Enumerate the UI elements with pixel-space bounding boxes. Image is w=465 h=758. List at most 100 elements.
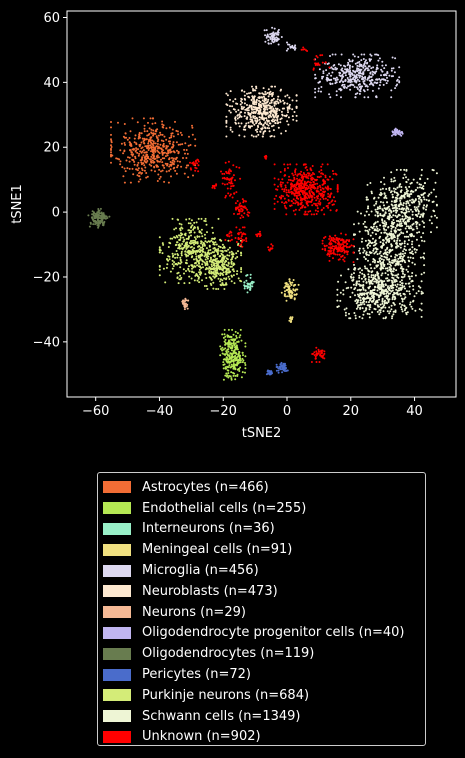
- scatter-point: [233, 270, 235, 273]
- scatter-point: [332, 252, 335, 255]
- scatter-point: [324, 235, 327, 238]
- scatter-point: [374, 221, 377, 224]
- scatter-point: [385, 316, 387, 319]
- scatter-point: [419, 286, 422, 289]
- scatter-point: [124, 132, 127, 135]
- scatter-point: [339, 291, 342, 294]
- scatter-point: [224, 353, 227, 356]
- scatter-point: [176, 241, 178, 244]
- scatter-point: [321, 195, 324, 198]
- scatter-point: [230, 234, 233, 237]
- scatter-point: [319, 175, 322, 178]
- scatter-point: [378, 298, 381, 301]
- scatter-point: [393, 234, 396, 237]
- scatter-point: [395, 274, 398, 277]
- scatter-point: [353, 74, 356, 77]
- scatter-point: [261, 135, 264, 138]
- scatter-point: [345, 239, 348, 242]
- scatter-point: [219, 274, 222, 277]
- scatter-point: [262, 132, 265, 135]
- scatter-point: [380, 263, 383, 266]
- scatter-point: [314, 202, 317, 205]
- scatter-point: [326, 253, 329, 256]
- scatter-point: [309, 184, 312, 187]
- scatter-point: [143, 130, 146, 133]
- scatter-point: [173, 160, 176, 163]
- scatter-point: [100, 214, 103, 217]
- scatter-point: [180, 254, 183, 257]
- scatter-point: [313, 202, 316, 205]
- scatter-point: [408, 204, 411, 207]
- scatter-point: [248, 96, 251, 99]
- scatter-point: [245, 285, 248, 288]
- scatter-point: [330, 74, 333, 77]
- scatter-point: [270, 85, 273, 88]
- scatter-point: [187, 252, 190, 255]
- scatter-point: [289, 204, 292, 207]
- scatter-point: [320, 172, 323, 175]
- scatter-point: [390, 96, 393, 99]
- scatter-point: [228, 181, 231, 184]
- scatter-point: [345, 307, 348, 310]
- scatter-point: [223, 183, 226, 186]
- scatter-point: [110, 153, 112, 156]
- scatter-point: [333, 245, 336, 248]
- scatter-point: [329, 195, 332, 198]
- scatter-point: [237, 340, 240, 343]
- scatter-point: [141, 169, 144, 172]
- scatter-point: [210, 258, 212, 261]
- scatter-point: [349, 78, 352, 81]
- scatter-point: [317, 348, 320, 351]
- scatter-point: [281, 107, 284, 110]
- scatter-point: [388, 306, 391, 309]
- scatter-point: [366, 229, 369, 232]
- scatter-point: [180, 223, 183, 226]
- scatter-point: [245, 274, 248, 277]
- scatter-point: [331, 82, 334, 85]
- scatter-point: [402, 208, 405, 211]
- scatter-point: [294, 199, 297, 202]
- scatter-point: [314, 357, 317, 360]
- scatter-point: [246, 287, 249, 290]
- scatter-point: [395, 199, 398, 202]
- scatter-point: [215, 260, 218, 263]
- scatter-point: [385, 207, 388, 210]
- scatter-point: [266, 120, 269, 123]
- scatter-point: [187, 299, 189, 302]
- scatter-point: [369, 285, 371, 288]
- scatter-point: [216, 250, 218, 253]
- scatter-point: [236, 359, 238, 362]
- scatter-point: [286, 109, 289, 111]
- scatter-point: [346, 246, 348, 249]
- scatter-point: [384, 251, 387, 254]
- scatter-point: [192, 241, 195, 244]
- scatter-point: [324, 174, 327, 177]
- scatter-point: [351, 291, 354, 294]
- scatter-point: [399, 199, 402, 202]
- scatter-point: [239, 359, 242, 362]
- scatter-point: [156, 140, 159, 143]
- scatter-point: [363, 62, 366, 65]
- scatter-point: [198, 248, 201, 251]
- scatter-point: [372, 237, 374, 240]
- scatter-point: [266, 127, 269, 129]
- scatter-point: [343, 71, 346, 74]
- scatter-point: [405, 211, 408, 214]
- scatter-point: [133, 137, 136, 140]
- scatter-point: [358, 89, 361, 92]
- scatter-point: [367, 65, 370, 68]
- scatter-point: [328, 235, 331, 238]
- scatter-point: [401, 260, 404, 263]
- scatter-point: [368, 313, 371, 316]
- scatter-point: [171, 159, 174, 162]
- scatter-point: [377, 230, 379, 232]
- scatter-point: [240, 268, 243, 271]
- scatter-point: [224, 255, 227, 258]
- scatter-point: [267, 95, 270, 98]
- scatter-point: [257, 133, 260, 136]
- scatter-point: [387, 226, 390, 229]
- scatter-point: [395, 262, 398, 265]
- scatter-point: [295, 114, 298, 117]
- scatter-point: [375, 233, 377, 236]
- scatter-point: [321, 349, 324, 352]
